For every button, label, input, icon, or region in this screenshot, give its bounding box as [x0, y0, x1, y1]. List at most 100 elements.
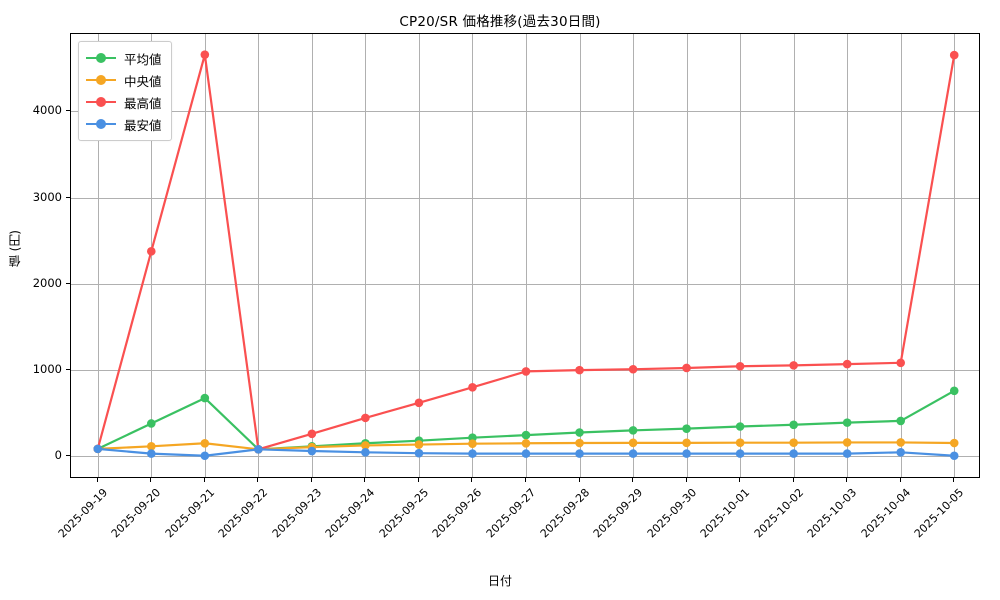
legend-item[interactable]: 最高値	[86, 91, 162, 113]
series-data-point	[414, 448, 424, 458]
gridline-vertical	[579, 34, 581, 477]
series-data-point	[361, 413, 370, 423]
series-data-point	[307, 446, 317, 456]
x-axis-tick-mark	[632, 478, 634, 482]
chart-legend: 平均値中央値最高値最安値	[78, 41, 172, 141]
x-axis-tick-mark	[471, 478, 473, 482]
x-axis-tick-mark	[525, 478, 526, 482]
gridline-vertical	[365, 34, 367, 477]
series-data-point	[146, 419, 156, 428]
series-data-point	[254, 445, 263, 454]
series-data-point	[789, 438, 798, 447]
series-data-point	[468, 449, 477, 458]
gridline-vertical	[97, 34, 99, 477]
legend-label: 最高値	[124, 95, 162, 111]
x-axis-tick-mark	[203, 478, 205, 482]
series-data-point	[414, 398, 424, 408]
legend-marker-icon	[86, 51, 116, 65]
series-data-point	[682, 363, 691, 373]
series-data-point	[842, 438, 852, 447]
series-data-point	[682, 449, 691, 458]
series-data-point	[414, 440, 424, 449]
series-data-point	[200, 50, 210, 59]
gridline-vertical	[954, 34, 956, 477]
gridline-vertical	[740, 34, 742, 477]
y-axis-tick-label: 2000	[32, 275, 62, 290]
y-axis-tick-mark	[66, 196, 70, 198]
gridline-vertical	[311, 34, 313, 477]
series-data-point	[735, 449, 745, 458]
x-axis-label: 日付	[487, 574, 512, 588]
gridline-horizontal	[71, 197, 979, 199]
series-data-point	[735, 438, 745, 447]
series-data-point	[575, 365, 584, 375]
gridline-vertical	[847, 34, 849, 477]
series-data-point	[575, 449, 584, 458]
series-data-point	[682, 438, 691, 448]
y-axis-tick-label: 4000	[32, 103, 62, 118]
series-data-point	[949, 438, 959, 448]
series-layer	[93, 50, 959, 461]
gridline-vertical	[418, 34, 420, 477]
gridline-vertical	[526, 34, 527, 477]
series-data-point	[949, 50, 959, 60]
series-data-point	[575, 438, 584, 448]
series-data-point	[842, 418, 852, 427]
chart-title: CP20/SR 価格推移(過去30日間)	[399, 14, 601, 30]
series-data-point	[468, 383, 477, 392]
series-data-point	[575, 428, 584, 437]
x-axis-tick-mark	[739, 478, 741, 482]
legend-label: 最安値	[124, 117, 162, 133]
series-data-point	[896, 416, 906, 426]
series-data-point	[468, 433, 477, 442]
series-data-point	[949, 386, 959, 396]
gridline-vertical	[686, 34, 688, 477]
series-data-point	[361, 441, 370, 450]
legend-marker-icon	[86, 95, 116, 109]
series-data-point	[896, 438, 906, 447]
legend-item[interactable]: 平均値	[86, 47, 162, 69]
series-data-point	[735, 422, 745, 431]
series-data-point	[307, 429, 317, 439]
legend-marker-icon	[86, 117, 116, 131]
series-data-point	[842, 359, 852, 369]
legend-item[interactable]: 中央値	[86, 69, 162, 91]
y-axis-tick-mark	[66, 282, 70, 284]
x-axis-tick-mark	[792, 478, 794, 482]
series-data-point	[93, 444, 103, 454]
x-axis-tick-mark	[685, 478, 687, 482]
series-data-point	[628, 438, 638, 448]
series-data-point	[521, 449, 531, 458]
series-data-point	[146, 441, 156, 451]
x-axis-tick-mark	[96, 478, 98, 482]
series-data-point	[468, 439, 477, 449]
legend-label: 平均値	[124, 51, 162, 67]
series-data-point	[896, 358, 906, 368]
y-axis-tick-label: 0	[54, 447, 62, 462]
gridline-vertical	[900, 34, 902, 477]
legend-label: 中央値	[124, 73, 162, 89]
y-axis-label: 値 (円)	[8, 230, 22, 268]
series-data-point	[628, 364, 638, 374]
series-data-point	[521, 438, 531, 448]
series-data-point	[949, 451, 959, 461]
gridline-horizontal	[71, 283, 979, 285]
gridline-horizontal	[71, 111, 979, 113]
legend-marker-icon	[86, 73, 116, 87]
gridline-vertical	[633, 34, 635, 477]
gridline-vertical	[793, 34, 795, 477]
series-data-point	[789, 449, 798, 458]
x-axis-tick-mark	[150, 478, 152, 482]
series-data-point	[361, 448, 370, 457]
legend-item[interactable]: 最安値	[86, 113, 162, 135]
x-axis-tick-mark	[364, 478, 366, 482]
x-axis-tick-mark	[257, 478, 259, 482]
y-axis-tick-mark	[66, 110, 70, 112]
series-data-point	[628, 449, 638, 458]
x-axis-tick-mark	[953, 478, 955, 482]
plot-area	[70, 33, 980, 478]
series-data-point	[789, 420, 798, 430]
y-axis-tick-label: 3000	[32, 189, 62, 204]
series-data-point	[896, 448, 906, 457]
